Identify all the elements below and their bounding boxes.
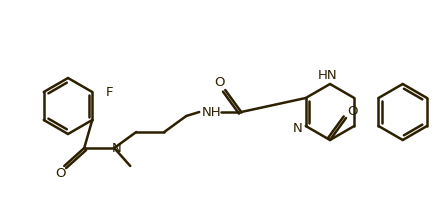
Text: O: O	[214, 75, 224, 88]
Text: F: F	[106, 86, 114, 99]
Text: NH: NH	[202, 106, 221, 118]
Text: N: N	[111, 142, 121, 155]
Text: N: N	[293, 121, 303, 134]
Text: O: O	[55, 166, 66, 179]
Text: O: O	[347, 105, 357, 118]
Text: HN: HN	[318, 69, 338, 82]
